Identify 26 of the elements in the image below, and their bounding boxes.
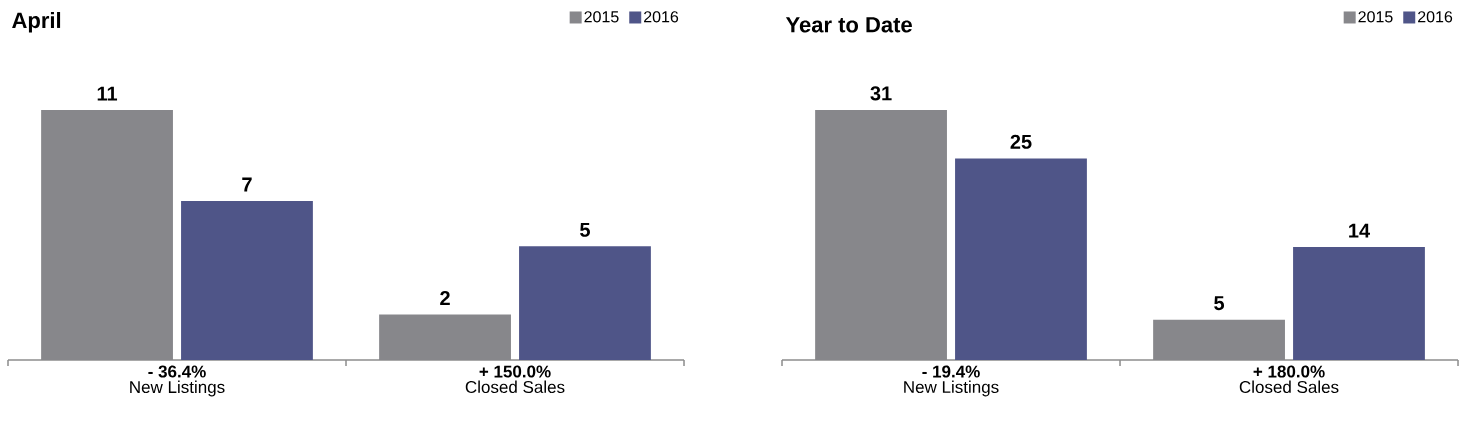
x-tick-label: New Listings (904, 380, 999, 397)
legend-label: 2016 (644, 11, 679, 23)
bar (519, 246, 651, 360)
legend-label: 2016 (1418, 11, 1453, 23)
text: - 19.4% (922, 365, 980, 378)
bar (1293, 247, 1425, 360)
x-tick-label: Closed Sales (465, 380, 565, 394)
text: + 180.0% (1253, 365, 1325, 378)
data-label: 25 (1010, 134, 1032, 149)
chart-title: Year to Date (785, 17, 912, 33)
bar (955, 158, 1087, 360)
legend-label: 2015 (1358, 11, 1393, 23)
data-label: 5 (580, 222, 590, 237)
x-tick-label: Closed Sales (1239, 380, 1339, 394)
data-label: 7 (242, 177, 252, 192)
data-label: 5 (1214, 296, 1225, 311)
bar (181, 200, 313, 360)
legend-label: 2015 (584, 11, 619, 23)
x-tick-label: New Listings (130, 380, 225, 397)
data-label: 2 (440, 291, 450, 306)
data-label: 11 (97, 86, 118, 101)
text: + 150.0% (479, 365, 551, 378)
data-label: 31 (870, 86, 892, 101)
chart-title: April (12, 12, 61, 33)
data-label: 14 (1349, 223, 1370, 238)
text: - 36.4% (148, 365, 206, 378)
